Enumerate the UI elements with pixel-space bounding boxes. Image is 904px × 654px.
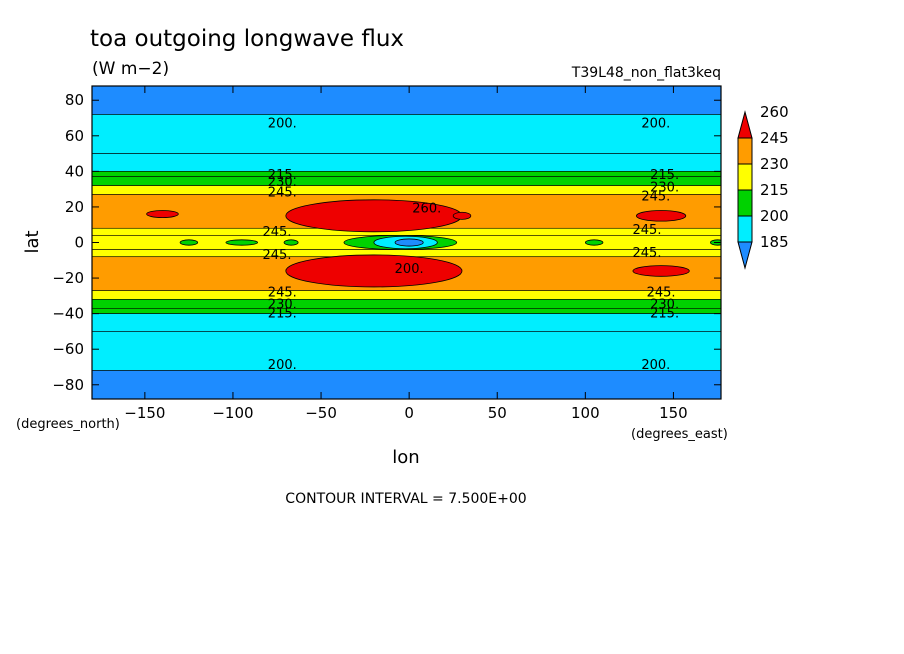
x-tick-label: 100 [571, 404, 600, 422]
y-units-label: (degrees_north) [16, 417, 120, 432]
y-tick-label: −40 [52, 305, 84, 323]
colorbar-label: 230 [760, 155, 789, 173]
flux-band [92, 331, 721, 371]
flux-region [285, 254, 463, 288]
flux-band [92, 299, 721, 309]
run-label: T39L48_non_flat3keq [571, 65, 721, 81]
flux-region [146, 210, 179, 219]
contour-label: 245. [263, 248, 292, 263]
contour-label: 215. [650, 307, 679, 322]
colorbar-swatch [737, 215, 753, 243]
y-axis-title: lat [22, 230, 43, 253]
contour-label: 245. [633, 223, 662, 238]
x-units-label: (degrees_east) [631, 427, 728, 442]
colorbar-label: 245 [760, 129, 789, 147]
y-tick-label: 40 [65, 162, 84, 180]
colorbar-label: 215 [760, 181, 789, 199]
flux-region [394, 238, 424, 247]
x-tick-label: −100 [212, 404, 253, 422]
contour-label: 245. [633, 246, 662, 261]
contour-label: 215. [268, 168, 297, 183]
flux-band [92, 153, 721, 172]
y-tick-label: 80 [65, 91, 84, 109]
colorbar-swatch [737, 189, 753, 217]
contour-label: 215. [650, 168, 679, 183]
contour-label: 245. [268, 285, 297, 300]
contour-label: 200. [395, 262, 424, 277]
flux-band [92, 171, 721, 177]
colorbar-swatch [737, 137, 753, 165]
colorbar: 185 200 215 230 245 260 [737, 103, 789, 270]
flux-band [92, 114, 721, 154]
flux-region [225, 239, 259, 246]
contour-label: 230. [650, 298, 679, 313]
contour-label: 200. [268, 116, 297, 131]
contour-label: 230. [650, 180, 679, 195]
y-tick-label: 60 [65, 127, 84, 145]
flux-band [92, 290, 721, 300]
flux-band [92, 313, 721, 332]
y-tick-label: −60 [52, 340, 84, 358]
contour-label: 245. [641, 189, 670, 204]
x-tick-label: 150 [659, 404, 688, 422]
y-tick-label: −20 [52, 269, 84, 287]
colorbar-label: 200 [760, 207, 789, 225]
y-tick-label: 0 [74, 234, 84, 252]
flux-band [92, 176, 721, 186]
contour-field [92, 86, 721, 399]
contour-label: 200. [268, 358, 297, 373]
colorbar-swatch [737, 163, 753, 191]
flux-region [636, 210, 687, 222]
flux-region [632, 265, 690, 277]
x-tick-label: 0 [404, 404, 414, 422]
chart-units: (W m−2) [92, 59, 169, 79]
contour-label: 200. [641, 116, 670, 131]
y-tick-label: −80 [52, 376, 84, 394]
flux-band [92, 185, 721, 195]
flux-region [584, 239, 604, 246]
flux-region [283, 239, 299, 246]
colorbar-arrow-low [737, 241, 753, 270]
x-tick-label: 50 [488, 404, 507, 422]
flux-region [179, 239, 199, 246]
flux-band [92, 86, 721, 115]
flux-region [452, 211, 472, 220]
x-tick-label: −50 [305, 404, 337, 422]
x-tick-label: −150 [124, 404, 165, 422]
colorbar-label: 185 [760, 233, 789, 251]
colorbar-arrow-high [737, 110, 753, 139]
contour-label: 245. [647, 285, 676, 300]
contour-label: 200. [641, 358, 670, 373]
colorbar-label: 260 [760, 103, 789, 121]
contour-label: 230. [268, 175, 297, 190]
contour-label: 245. [268, 186, 297, 201]
contour-labels: 200. 200.215. 215.230. 230.245. 245.260.245.… [263, 116, 680, 373]
contour-label: 230. [268, 298, 297, 313]
y-axis: 80 60 40 20 0 −20 −40 −60 −80 [52, 91, 721, 394]
contour-interval-note: CONTOUR INTERVAL = 7.500E+00 [285, 491, 526, 507]
contour-label: 215. [268, 307, 297, 322]
flux-band [92, 370, 721, 399]
contour-label: 260. [412, 202, 441, 217]
chart-title: toa outgoing longwave flux [90, 26, 404, 52]
flux-band [92, 308, 721, 314]
y-tick-label: 20 [65, 198, 84, 216]
x-axis-title: lon [392, 447, 419, 468]
x-axis: −150 −100 −50 0 50 100 150 [124, 86, 688, 422]
contour-label: 245. [263, 225, 292, 240]
